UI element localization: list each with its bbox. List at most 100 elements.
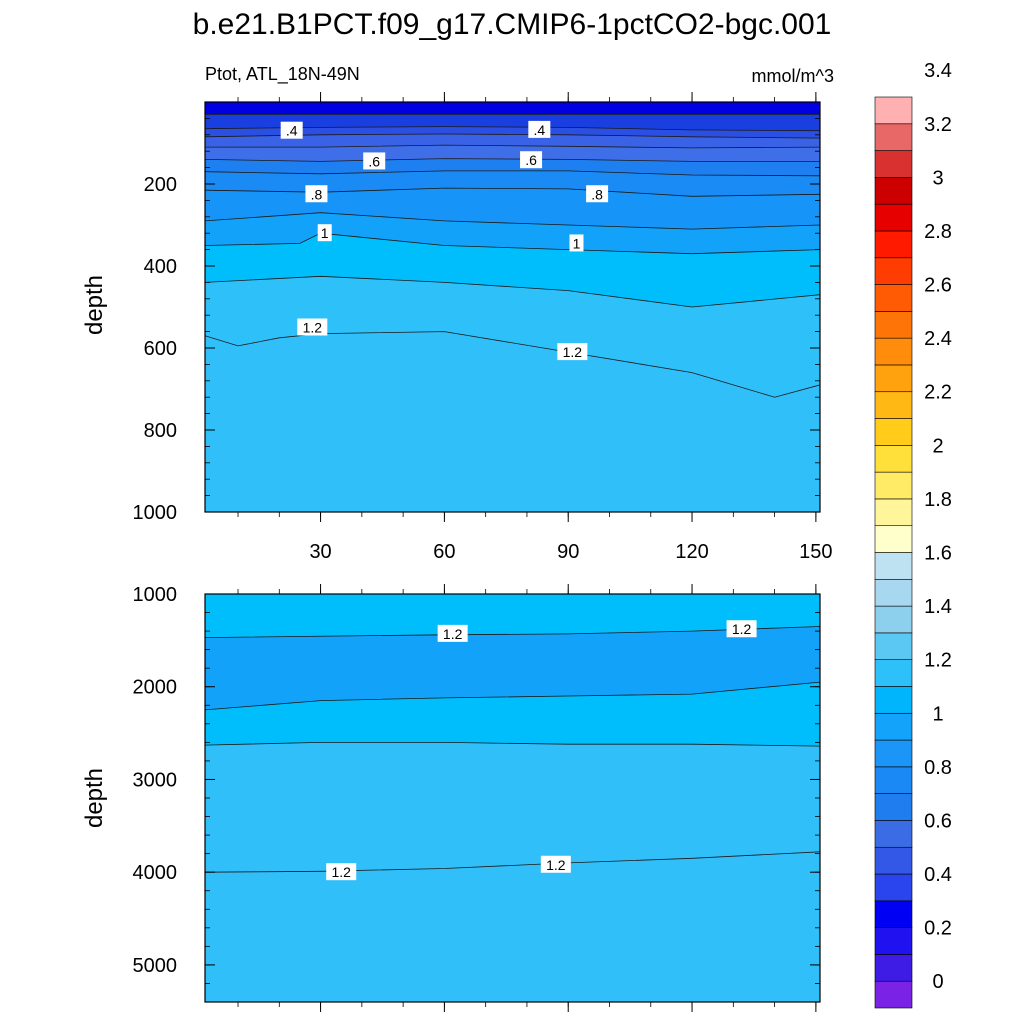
colorbar-label: 3.4 bbox=[924, 60, 952, 82]
colorbar-label: 0.4 bbox=[924, 864, 952, 886]
colorbar-label: 2.6 bbox=[924, 275, 952, 297]
contour-label-bg bbox=[437, 624, 468, 642]
colorbar-box bbox=[874, 846, 913, 875]
colorbar-label: 3 bbox=[932, 167, 943, 189]
x-tick-label: 120 bbox=[675, 541, 708, 563]
contour-label-text: 1 bbox=[573, 235, 581, 251]
contour-line-3 bbox=[205, 851, 820, 873]
colorbar-box bbox=[874, 391, 913, 419]
colorbar-box bbox=[874, 96, 913, 125]
contour-band-0 bbox=[205, 594, 820, 638]
contour-label-text: .6 bbox=[525, 152, 537, 168]
colorbar-box bbox=[874, 418, 913, 446]
colorbar-box bbox=[874, 498, 913, 527]
contour-label-text: .4 bbox=[533, 122, 545, 138]
y-axis-label: depth bbox=[81, 275, 108, 335]
contour-label: .4 bbox=[280, 121, 303, 139]
plot-frame bbox=[204, 101, 821, 513]
colorbar-label: 0.2 bbox=[924, 918, 952, 940]
y-tick-label: 600 bbox=[144, 338, 177, 360]
contour-fill bbox=[205, 594, 820, 1002]
contour-line-3 bbox=[205, 144, 820, 149]
colorbar-box bbox=[874, 311, 913, 339]
units-label: mmol/m^3 bbox=[751, 66, 834, 86]
contour-label-bg bbox=[726, 620, 757, 638]
colorbar-box bbox=[874, 230, 913, 259]
colorbar-box bbox=[874, 177, 913, 205]
x-tick-label: 30 bbox=[309, 541, 331, 563]
contour-label: 1 bbox=[569, 234, 584, 252]
contour-label-text: 1.2 bbox=[443, 626, 463, 642]
colorbar-box bbox=[874, 873, 913, 902]
colorbar-box bbox=[874, 605, 913, 634]
contour-line-9 bbox=[205, 275, 820, 308]
contour-line-10 bbox=[205, 331, 820, 398]
y-tick-label: 3000 bbox=[133, 769, 178, 791]
contour-label-bg bbox=[586, 185, 609, 203]
colorbar-label: 1 bbox=[932, 703, 943, 725]
colorbar-box bbox=[874, 632, 913, 660]
colorbar-box bbox=[874, 954, 913, 982]
colorbar-box bbox=[874, 203, 913, 232]
contour-label-text: 1.2 bbox=[303, 320, 323, 336]
colorbar: 0 0.2 0.4 0.6 0.8 1 1.2 1.4 1.6 1.8 2 2.2 2.4 2.6 2.8 3… bbox=[874, 60, 952, 1009]
colorbar-box bbox=[874, 900, 913, 928]
contour-label: 1.2 bbox=[437, 624, 468, 642]
colorbar-box bbox=[874, 257, 913, 285]
contour-label-text: .8 bbox=[591, 186, 603, 202]
colorbar-box bbox=[874, 686, 913, 714]
y-tick-label: 2000 bbox=[133, 677, 178, 699]
colorbar-label: 0.6 bbox=[924, 810, 952, 832]
contour-label-text: .6 bbox=[368, 153, 380, 169]
colorbar-label: 1.2 bbox=[924, 650, 952, 672]
colorbar-label: 0.8 bbox=[924, 757, 952, 779]
contour-label-text: .8 bbox=[311, 186, 323, 202]
x-tick-label: 60 bbox=[433, 541, 455, 563]
colorbar-box bbox=[874, 445, 913, 473]
colorbar-box bbox=[874, 712, 913, 741]
y-tick-label: 1000 bbox=[133, 584, 178, 606]
colorbar-label: 2.8 bbox=[924, 221, 952, 243]
panel-lower: 1.2 1.2 1.2 1.2 1000 2000 3000 4000 5000 depth bbox=[81, 584, 821, 1012]
contour-label-bg bbox=[317, 224, 332, 242]
variable-label: Ptot, ATL_18N-49N bbox=[205, 64, 360, 84]
contour-label-text: 1.2 bbox=[563, 344, 583, 360]
contour-line-5 bbox=[205, 170, 820, 177]
contour-label-text: 1.2 bbox=[732, 621, 752, 637]
colorbar-box bbox=[874, 820, 913, 848]
colorbar-box bbox=[874, 578, 913, 607]
colorbar-label: 2.2 bbox=[924, 382, 952, 404]
panel-upper: .4 .4 .6 .6 .8 .8 1 1 1.2 1.2 200 400 600 800 1000 30 60… bbox=[81, 92, 833, 563]
contour-label: .8 bbox=[586, 185, 609, 203]
colorbar-label: 1.8 bbox=[924, 489, 952, 511]
y-tick-label: 4000 bbox=[133, 862, 178, 884]
y-axis-label: depth bbox=[81, 768, 108, 828]
contour-line-1 bbox=[205, 681, 820, 711]
contour-label-bg bbox=[305, 185, 328, 203]
contour-label-bg bbox=[569, 234, 584, 252]
contour-label-text: 1.2 bbox=[331, 864, 351, 880]
contour-label-bg bbox=[557, 343, 588, 361]
colorbar-box bbox=[874, 525, 913, 553]
contour-label-bg bbox=[280, 121, 303, 139]
colorbar-box bbox=[874, 284, 913, 312]
contour-label-bg bbox=[297, 318, 328, 336]
contour-line-4 bbox=[205, 158, 820, 162]
contour-label-text: .4 bbox=[286, 123, 298, 139]
contour-label-text: 1.2 bbox=[546, 857, 566, 873]
y-tick-label: 800 bbox=[144, 420, 177, 442]
colorbar-box bbox=[874, 980, 913, 1009]
colorbar-box bbox=[874, 337, 913, 366]
colorbar-box bbox=[874, 766, 913, 794]
colorbar-box bbox=[874, 552, 913, 580]
colorbar-box bbox=[874, 123, 913, 151]
colorbar-box bbox=[874, 793, 913, 821]
contour-label: .6 bbox=[363, 152, 386, 170]
contour-label-bg bbox=[528, 120, 551, 138]
contour-label: .4 bbox=[528, 120, 551, 138]
y-tick-label: 400 bbox=[144, 256, 177, 278]
contour-label: .6 bbox=[520, 151, 543, 169]
colorbar-label: 1.6 bbox=[924, 543, 952, 565]
contour-line-2 bbox=[205, 742, 820, 747]
